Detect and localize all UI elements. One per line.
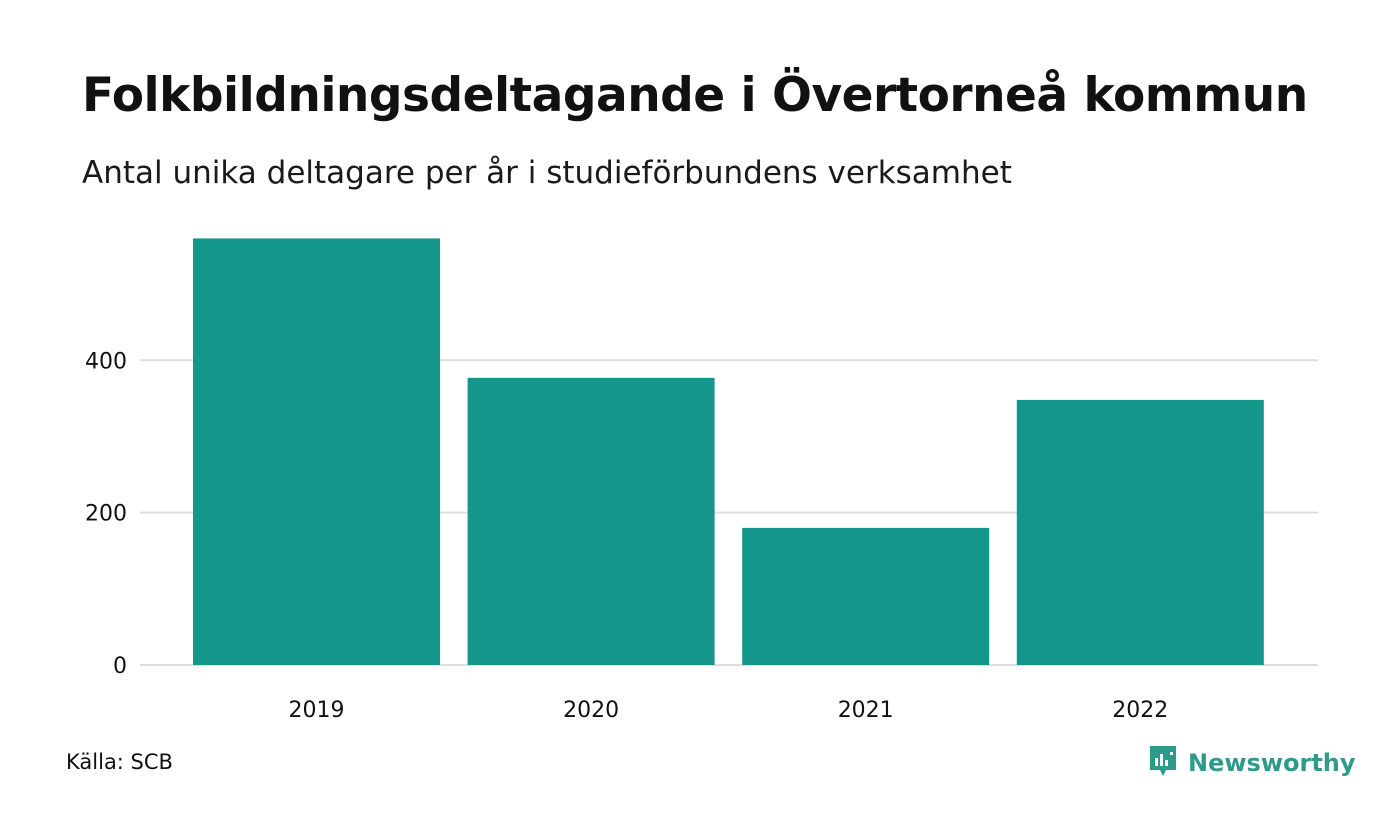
x-tick-label: 2022: [1112, 698, 1168, 723]
chart-title: Folkbildningsdeltagande i Övertorneå kom…: [82, 68, 1308, 123]
x-axis-ticks: 2019 2020 2021 2022: [289, 698, 1169, 723]
bar-2021[interactable]: [742, 527, 990, 665]
bars: [193, 238, 1264, 665]
chart-subtitle: Antal unika deltagare per år i studieför…: [82, 155, 1012, 191]
x-tick-label: 2019: [289, 698, 345, 723]
newsworthy-logo-icon: [1148, 744, 1178, 782]
y-tick-label: 400: [85, 349, 127, 374]
source-note: Källa: SCB: [66, 750, 173, 774]
bar-2019[interactable]: [193, 238, 440, 665]
x-tick-label: 2021: [838, 698, 894, 723]
bar-chart: 0 200 400 2019 2020 2021 2022: [85, 238, 1318, 723]
y-tick-label: 0: [113, 654, 127, 679]
y-axis-ticks: 0 200 400: [85, 349, 127, 679]
bar-2020[interactable]: [467, 377, 715, 665]
brand-name: Newsworthy: [1188, 749, 1356, 777]
x-tick-label: 2020: [563, 698, 619, 723]
brand-logo[interactable]: Newsworthy: [1148, 744, 1356, 782]
bar-2022[interactable]: [1016, 399, 1264, 665]
y-tick-label: 200: [85, 502, 127, 527]
